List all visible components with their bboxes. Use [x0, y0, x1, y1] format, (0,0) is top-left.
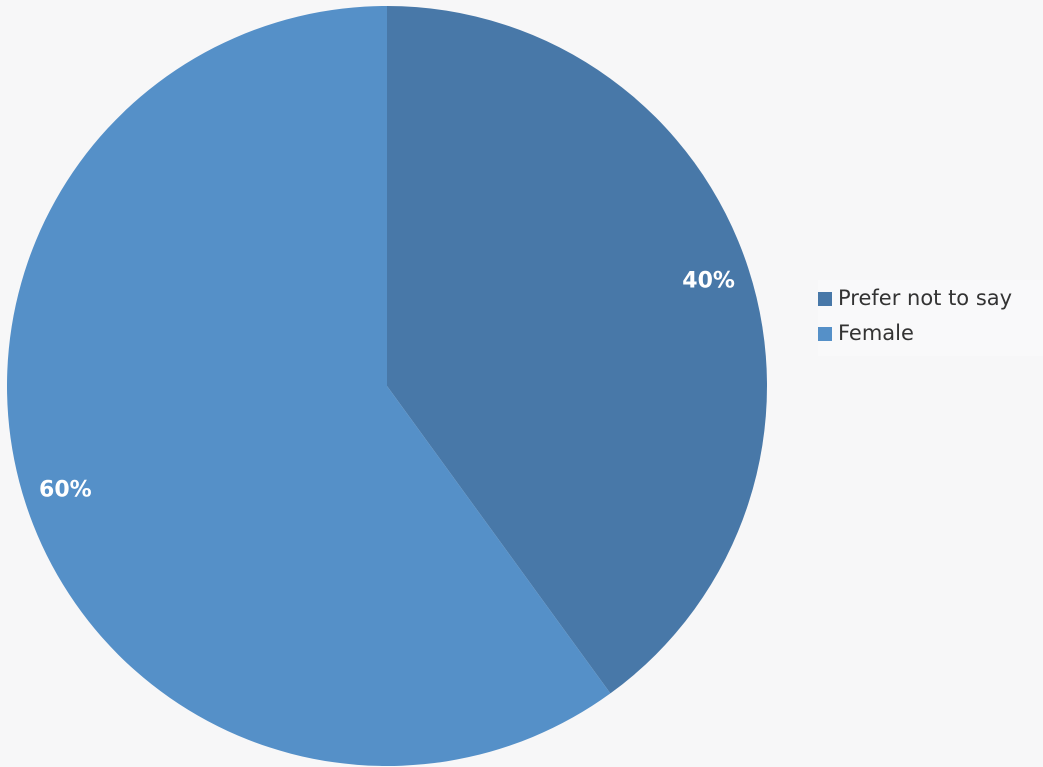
pie-slice	[387, 6, 768, 694]
data-label: 60%	[39, 478, 92, 503]
pie-slice	[7, 6, 611, 766]
legend-label: Female	[838, 321, 914, 345]
data-label: 40%	[682, 268, 735, 293]
legend-background	[818, 280, 1043, 356]
legend-swatch	[818, 327, 832, 341]
legend-label: Prefer not to say	[838, 286, 1012, 310]
legend-swatch	[818, 292, 832, 306]
